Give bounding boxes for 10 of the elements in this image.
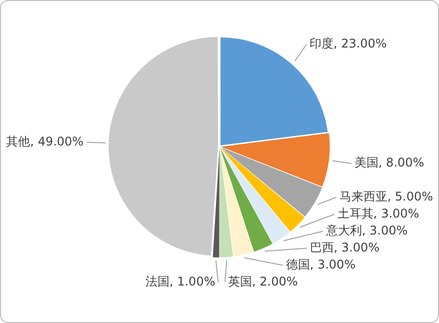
slice-label: 德国, 3.00% [286, 257, 356, 272]
slice-label: 其他, 49.00% [6, 134, 84, 148]
slice-label: 马来西亚, 5.00% [339, 189, 433, 204]
slice-label: 英国, 2.00% [228, 274, 298, 288]
slice-label: 美国, 8.00% [354, 156, 424, 170]
slice-label: 法国, 1.00% [145, 274, 216, 289]
slice-label: 意大利, 3.00% [324, 223, 408, 238]
slice-label: 印度, 23.00% [309, 36, 387, 51]
slice-label: 巴西, 3.00% [310, 240, 380, 254]
slice-label: 土耳其, 3.00% [337, 206, 420, 220]
